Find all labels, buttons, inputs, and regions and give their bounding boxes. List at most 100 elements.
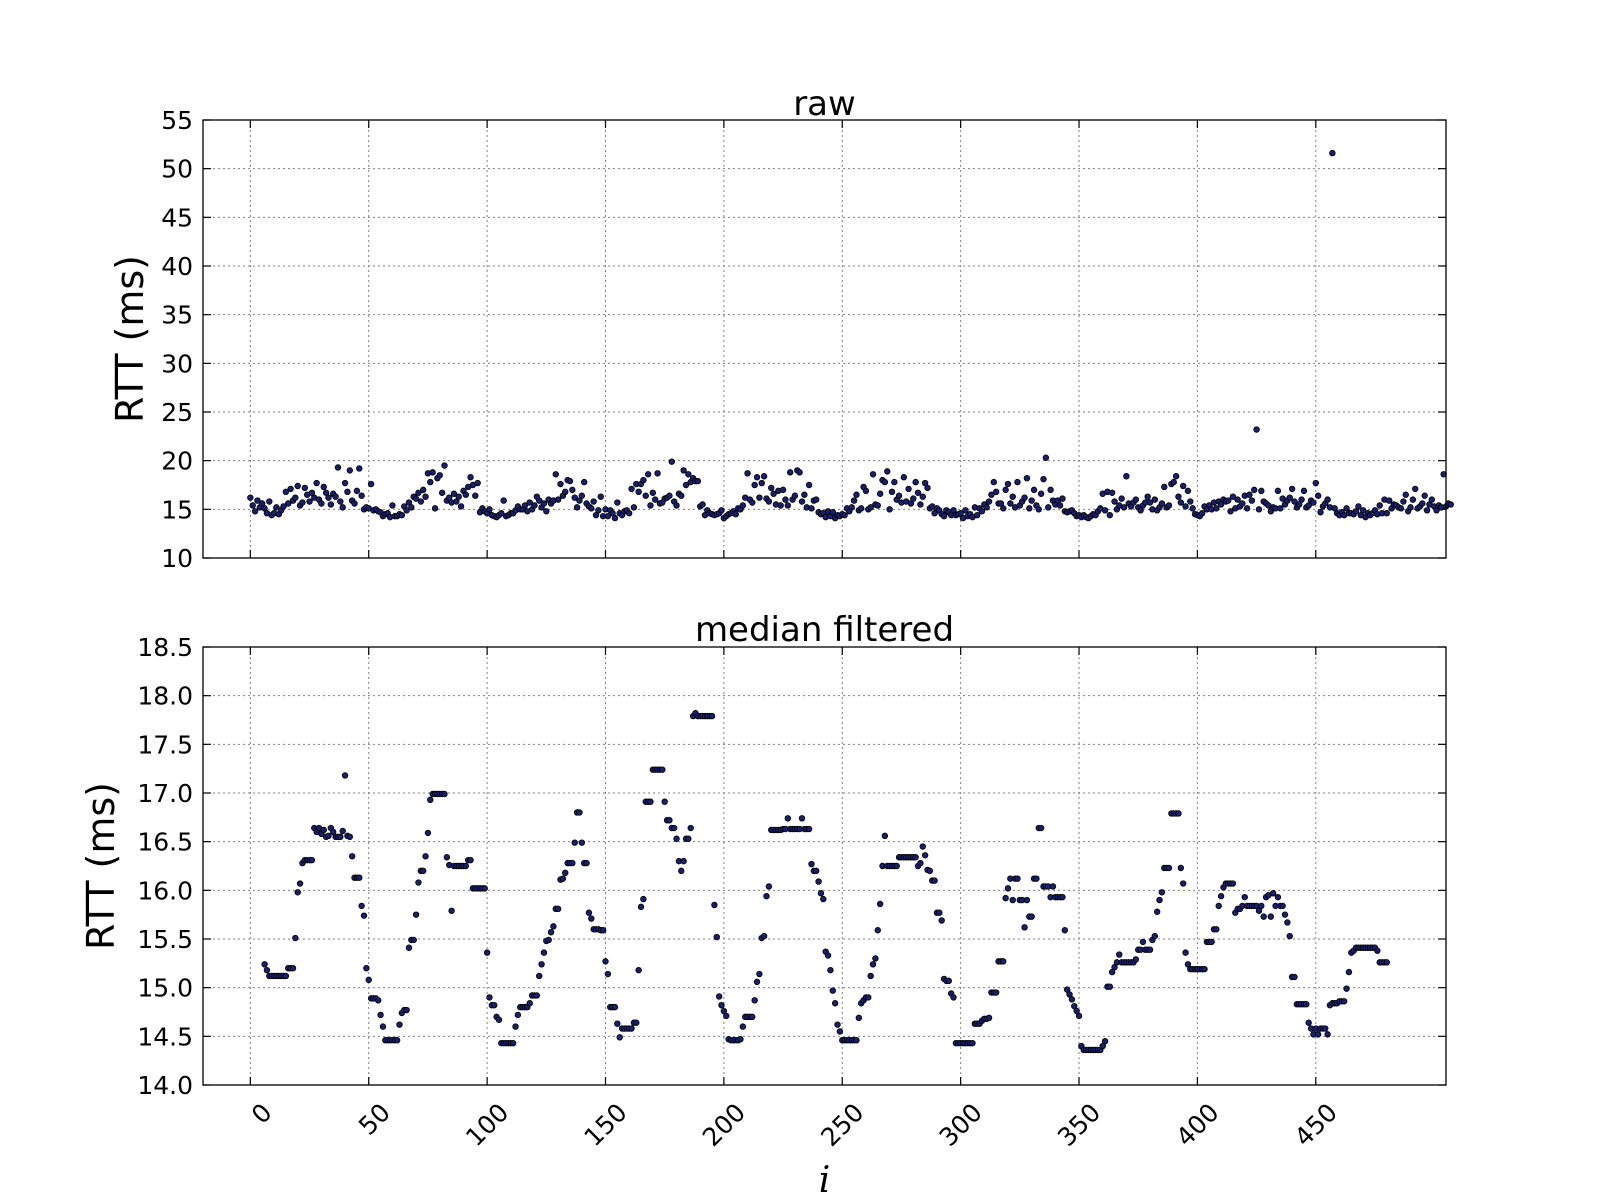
data-point: [341, 479, 349, 487]
data-point: [1000, 958, 1007, 965]
data-point: [1255, 506, 1263, 513]
data-point: [389, 502, 396, 509]
data-point: [786, 469, 794, 476]
data-point: [682, 481, 690, 489]
data-point: [1383, 959, 1391, 966]
data-point: [874, 502, 881, 509]
data-point: [867, 504, 874, 511]
data-point: [969, 1039, 976, 1047]
data-point: [1144, 493, 1151, 500]
data-point: [1286, 932, 1293, 940]
data-point: [408, 504, 415, 511]
data-point: [602, 958, 609, 965]
data-point: [514, 1011, 522, 1019]
data-point: [1000, 505, 1007, 512]
data-point: [1179, 482, 1187, 490]
data-point: [422, 853, 429, 860]
y-tick-label: 15.5: [137, 925, 193, 954]
data-point: [829, 987, 836, 994]
y-tick-label: 17.0: [137, 779, 193, 808]
data-point: [1412, 485, 1419, 493]
data-point: [1409, 496, 1417, 503]
data-point: [813, 496, 820, 503]
data-point: [884, 468, 891, 475]
data-point: [412, 911, 420, 918]
data-point: [351, 500, 358, 507]
data-point: [599, 927, 607, 934]
data-point: [813, 867, 820, 875]
data-point: [533, 992, 541, 999]
data-point: [869, 961, 877, 968]
data-point: [301, 484, 309, 492]
data-point: [1229, 880, 1237, 887]
data-point: [1385, 497, 1393, 504]
data-point: [1423, 507, 1431, 514]
data-point: [1253, 426, 1260, 433]
data-point: [448, 907, 455, 914]
data-point: [403, 507, 410, 514]
data-point: [1267, 913, 1274, 920]
data-point: [1158, 500, 1166, 507]
data-point: [912, 478, 919, 486]
data-point: [992, 989, 1000, 996]
data-point: [640, 895, 647, 903]
data-point: [649, 489, 657, 496]
data-point: [512, 1023, 519, 1030]
data-point: [419, 486, 427, 494]
data-point: [647, 798, 654, 805]
data-point: [874, 927, 881, 934]
data-point: [358, 902, 365, 910]
data-point: [320, 483, 327, 491]
data-point: [1182, 949, 1189, 956]
x-tick-label: 150: [579, 1098, 633, 1152]
data-point: [292, 494, 299, 501]
data-point: [365, 976, 372, 984]
data-point: [1208, 938, 1215, 946]
data-point: [360, 912, 368, 919]
data-point: [249, 502, 256, 509]
data-point: [737, 1036, 744, 1043]
data-point: [1101, 1037, 1109, 1045]
data-point: [1317, 509, 1324, 516]
data-point: [770, 490, 777, 497]
y-tick-label: 16.5: [137, 828, 193, 857]
x-tick-label: 100: [460, 1098, 514, 1152]
data-point: [356, 874, 363, 881]
data-point: [509, 1039, 517, 1047]
data-point: [1310, 499, 1317, 506]
data-point: [427, 478, 434, 486]
y-tick-label: 55: [161, 106, 193, 135]
data-point: [1291, 973, 1298, 981]
data-point: [919, 843, 926, 850]
data-point: [1383, 510, 1391, 517]
data-point: [569, 486, 576, 494]
data-point: [1059, 893, 1066, 901]
data-point: [919, 493, 926, 500]
data-point: [346, 833, 353, 840]
data-point: [765, 498, 773, 505]
data-point: [680, 857, 687, 865]
data-point: [1355, 503, 1362, 510]
data-point: [796, 469, 803, 476]
x-tick-label: 400: [1170, 1098, 1224, 1152]
data-point: [1007, 500, 1014, 507]
data-point: [1002, 486, 1009, 494]
data-point: [1059, 495, 1066, 502]
data-point: [254, 497, 261, 504]
x-tick-label: 0: [246, 1098, 278, 1130]
data-point: [1158, 889, 1166, 896]
data-point: [867, 972, 874, 980]
data-point: [1374, 947, 1381, 954]
data-point: [834, 1021, 841, 1028]
data-point: [325, 494, 332, 501]
data-point: [708, 712, 716, 720]
data-point: [1284, 919, 1291, 926]
data-point: [282, 488, 290, 496]
data-point: [498, 510, 505, 517]
data-point: [1251, 486, 1258, 494]
data-point: [263, 966, 271, 974]
data-point: [990, 478, 997, 486]
data-point: [375, 997, 382, 1004]
data-point: [1224, 497, 1232, 504]
data-point: [1300, 487, 1308, 495]
